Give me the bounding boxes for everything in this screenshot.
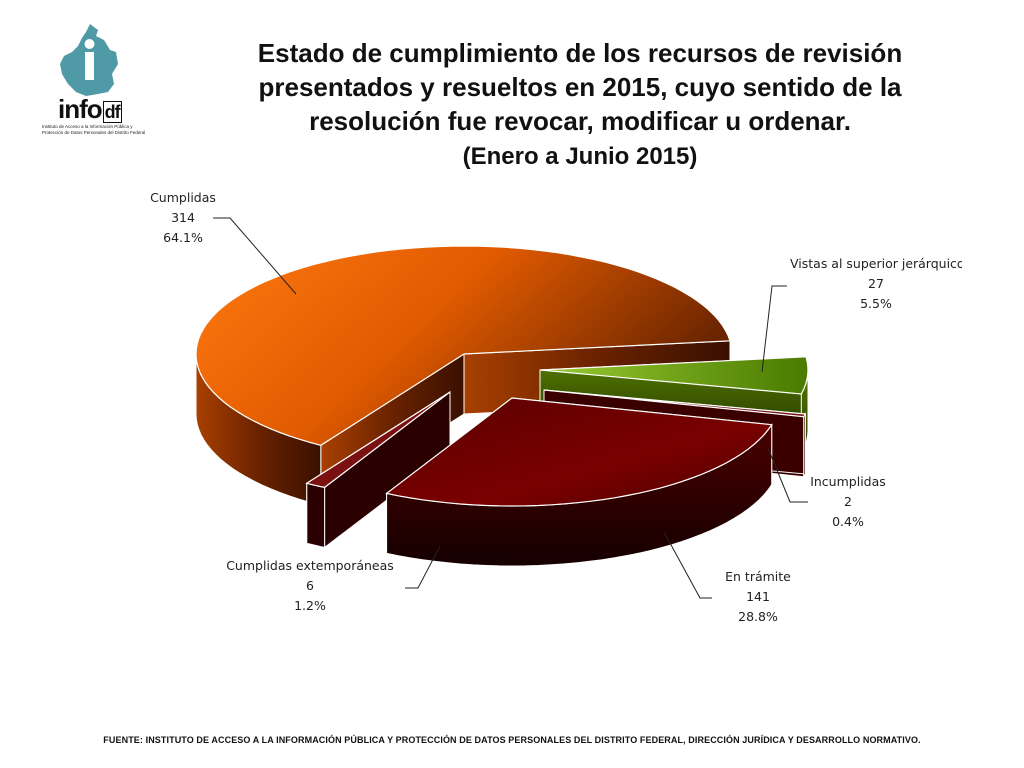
pie-slice bbox=[385, 396, 773, 567]
logo-subtitle: Instituto de Acceso a la Información Púb… bbox=[42, 124, 146, 135]
slice-label-percent: 5.5% bbox=[860, 296, 892, 311]
slice-label: Vistas al superior jerárquico 27 5.5% bbox=[790, 254, 962, 314]
slice-label-value: 27 bbox=[868, 276, 884, 291]
slice-label-percent: 0.4% bbox=[832, 514, 864, 529]
slice-label-value: 314 bbox=[171, 210, 195, 225]
source-footnote: FUENTE: INSTITUTO DE ACCESO A LA INFORMA… bbox=[103, 735, 921, 745]
pie-slice-top bbox=[305, 391, 451, 489]
title-line-2: presentados y resueltos en 2015, cuyo se… bbox=[258, 72, 902, 102]
slice-label-name: Cumplidas extemporáneas bbox=[226, 558, 394, 573]
slice-label-percent: 64.1% bbox=[163, 230, 203, 245]
chart-subtitle: (Enero a Junio 2015) bbox=[462, 143, 698, 170]
pie-slice bbox=[305, 390, 451, 549]
pie-slice-top bbox=[385, 397, 773, 507]
leader-line bbox=[761, 285, 787, 373]
slice-label: En trámite 141 28.8% bbox=[712, 567, 804, 627]
pie-slice-top bbox=[195, 245, 731, 446]
pie-slice-top bbox=[543, 389, 807, 418]
pie-slice-top bbox=[539, 356, 809, 395]
map-icon bbox=[60, 24, 118, 96]
infodf-logo: info df Instituto de Acceso a la Informac… bbox=[38, 22, 148, 142]
leader-line bbox=[405, 545, 441, 589]
slice-label-value: 141 bbox=[746, 589, 770, 604]
chart-title: Estado de cumplimiento de los recursos d… bbox=[190, 36, 970, 174]
slice-label-value: 6 bbox=[306, 578, 314, 593]
slice-label-name: Cumplidas bbox=[150, 190, 216, 205]
leader-line bbox=[767, 447, 808, 503]
logo-wordmark: info df bbox=[58, 94, 122, 124]
slice-label-name: Vistas al superior jerárquico bbox=[790, 256, 962, 271]
slice-label-value: 2 bbox=[844, 494, 852, 509]
title-line-3: resolución fue revocar, modificar u orde… bbox=[309, 106, 851, 136]
slice-label-percent: 28.8% bbox=[738, 609, 778, 624]
slice-label: Cumplidas extemporáneas 6 1.2% bbox=[218, 556, 402, 616]
slice-label-name: En trámite bbox=[725, 569, 791, 584]
slice-label: Incumplidas 2 0.4% bbox=[800, 472, 896, 532]
slice-label: Cumplidas 314 64.1% bbox=[128, 188, 238, 248]
leader-line bbox=[213, 217, 297, 295]
pie-slice-side bbox=[306, 482, 326, 549]
pie-slice-side bbox=[803, 412, 806, 479]
title-line-1: Estado de cumplimiento de los recursos d… bbox=[257, 38, 903, 68]
slice-label-percent: 1.2% bbox=[294, 598, 326, 613]
leader-line bbox=[663, 531, 712, 599]
slice-label-name: Incumplidas bbox=[810, 474, 886, 489]
